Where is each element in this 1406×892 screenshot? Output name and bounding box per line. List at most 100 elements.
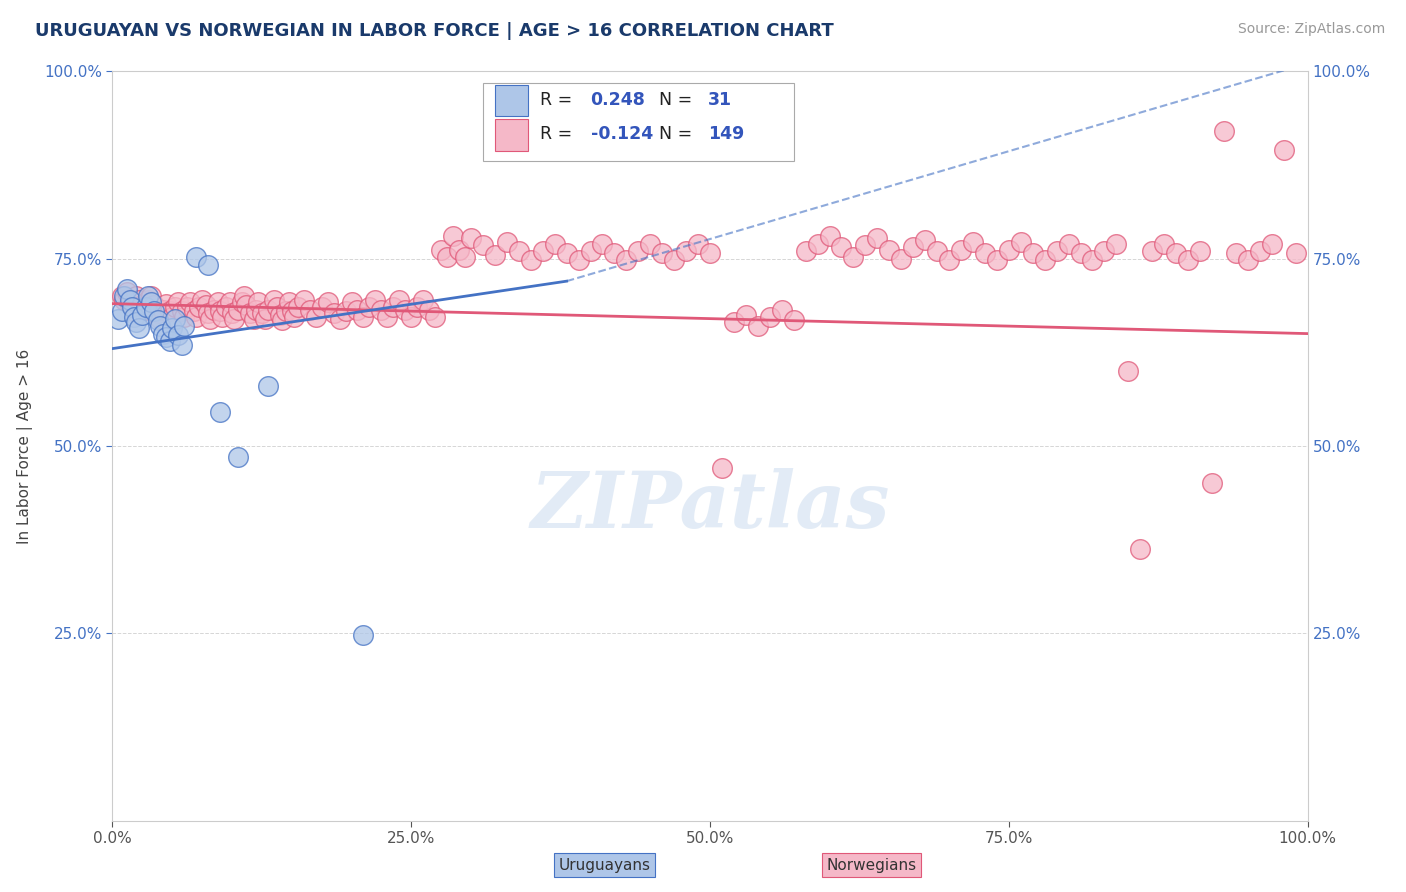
Point	[179, 295, 201, 310]
Point	[128, 293, 150, 307]
Point	[215, 301, 238, 315]
Point	[974, 245, 997, 260]
Point	[555, 245, 578, 260]
Point	[441, 229, 464, 244]
Point	[186, 250, 208, 264]
Point	[162, 310, 183, 325]
Point	[412, 293, 434, 307]
Point	[207, 295, 229, 310]
Bar	[495, 85, 529, 116]
Point	[927, 244, 949, 259]
Point	[226, 302, 249, 317]
Point	[890, 252, 912, 266]
Point	[287, 301, 309, 315]
Point	[209, 304, 232, 318]
Point	[231, 295, 253, 310]
Point	[163, 311, 186, 326]
Point	[531, 244, 554, 259]
Point	[131, 298, 153, 312]
Point	[496, 235, 519, 250]
Point	[115, 282, 138, 296]
Point	[568, 253, 591, 268]
Point	[998, 243, 1021, 257]
Point	[352, 628, 374, 642]
Point	[508, 244, 530, 259]
Point	[163, 301, 186, 315]
Point	[167, 328, 190, 343]
Point	[121, 301, 143, 315]
Point	[115, 285, 138, 300]
Point	[688, 236, 710, 251]
Point	[128, 320, 150, 334]
Point	[209, 405, 232, 419]
Point	[149, 311, 172, 326]
Point	[139, 295, 162, 310]
Point	[1022, 245, 1045, 260]
Point	[254, 311, 277, 326]
Text: Uruguayans: Uruguayans	[558, 858, 651, 872]
Point	[155, 330, 177, 344]
Point	[1166, 245, 1188, 260]
Point	[1129, 542, 1152, 557]
Text: URUGUAYAN VS NORWEGIAN IN LABOR FORCE | AGE > 16 CORRELATION CHART: URUGUAYAN VS NORWEGIAN IN LABOR FORCE | …	[35, 22, 834, 40]
Point	[430, 243, 453, 257]
Point	[281, 304, 304, 318]
Text: R =: R =	[540, 91, 572, 109]
Point	[1177, 253, 1199, 268]
Point	[938, 253, 960, 268]
Point	[1153, 236, 1175, 251]
Point	[322, 305, 344, 319]
Point	[194, 298, 217, 312]
Point	[152, 326, 174, 341]
Point	[235, 298, 257, 312]
Point	[224, 311, 246, 326]
Point	[651, 245, 673, 260]
Point	[266, 301, 288, 315]
Point	[173, 319, 195, 334]
Point	[186, 310, 208, 325]
Point	[603, 245, 626, 260]
Point	[352, 310, 374, 325]
Point	[1057, 236, 1080, 251]
Point	[592, 236, 614, 251]
Point	[1142, 244, 1164, 259]
Point	[770, 302, 793, 317]
Point	[986, 253, 1008, 268]
Point	[377, 310, 399, 325]
Point	[879, 243, 901, 257]
Point	[211, 310, 233, 325]
Point	[436, 250, 458, 264]
FancyBboxPatch shape	[484, 83, 794, 161]
Point	[316, 295, 339, 310]
Point	[111, 289, 134, 303]
Point	[794, 244, 817, 259]
Point	[257, 379, 280, 393]
Point	[274, 304, 297, 318]
Point	[1070, 245, 1092, 260]
Point	[305, 310, 328, 325]
Point	[950, 243, 973, 257]
Point	[370, 302, 392, 317]
Point	[263, 293, 285, 307]
Point	[292, 293, 315, 307]
Point	[197, 258, 219, 272]
Point	[202, 302, 225, 317]
Point	[382, 301, 405, 315]
Point	[1046, 244, 1069, 259]
Point	[406, 301, 429, 315]
Point	[962, 235, 984, 250]
Text: ZIPatlas: ZIPatlas	[530, 467, 890, 544]
Point	[914, 233, 936, 247]
Point	[616, 253, 638, 268]
Text: -0.124: -0.124	[591, 125, 652, 144]
Point	[1213, 124, 1236, 138]
Point	[239, 305, 262, 319]
Point	[1261, 236, 1284, 251]
Point	[200, 311, 222, 326]
Point	[233, 289, 256, 303]
Text: 0.248: 0.248	[591, 91, 645, 109]
Point	[903, 240, 925, 254]
Text: 31: 31	[707, 91, 731, 109]
Point	[484, 248, 506, 262]
Point	[447, 243, 470, 257]
